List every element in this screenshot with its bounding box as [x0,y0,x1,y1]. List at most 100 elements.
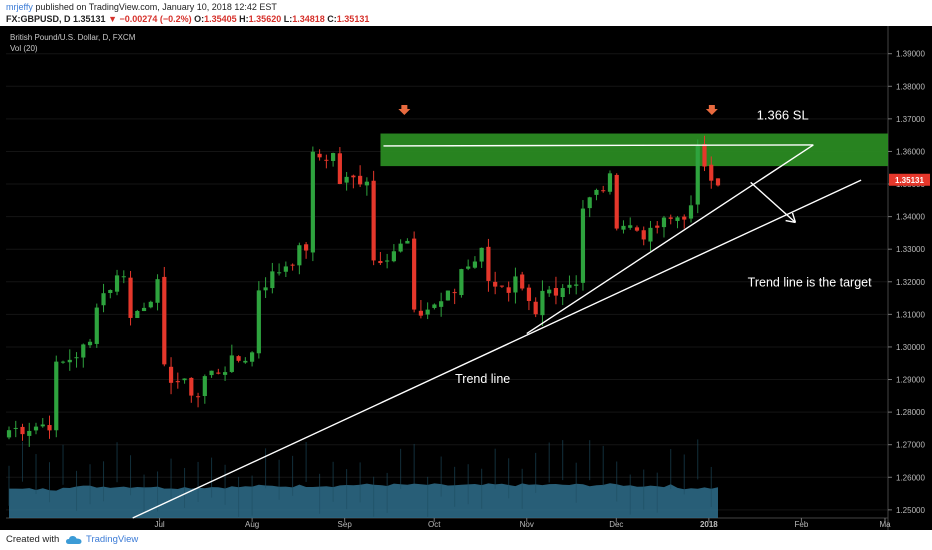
candle [418,310,423,316]
candle [304,244,309,251]
candle [229,355,234,372]
y-tick-label: 1.29000 [896,376,925,385]
candle [668,217,673,219]
volume-bar [211,457,213,498]
candle [439,301,444,307]
publish-info: mrjeffy published on TradingView.com, Ja… [6,2,277,12]
price-chart[interactable]: 1.390001.380001.370001.360001.350001.340… [0,26,932,530]
volume-bar [278,459,280,500]
arrow-head [791,212,797,223]
candle [270,271,275,289]
chart-annotation: 1.366 SL [757,108,809,123]
candle [331,153,336,161]
candle [47,425,52,431]
candle [81,344,86,358]
volume-bar [238,476,240,517]
tradingview-brand-link[interactable]: TradingView [86,534,139,545]
volume-bar [386,472,388,513]
volume-bar [8,465,10,506]
candle [148,301,153,308]
volume-bar [710,466,712,507]
candle [6,430,12,438]
candle [607,173,613,192]
arrow-head [785,219,796,224]
x-tick-label: Sep [338,520,353,529]
candle [520,274,525,289]
candle [33,426,39,431]
volume-bar [184,467,186,508]
volume-bar [616,461,618,502]
volume-bar [305,441,307,482]
open-value: 1.35405 [204,14,237,24]
volume-bar [143,474,145,515]
y-tick-label: 1.26000 [896,473,925,482]
y-tick-label: 1.32000 [896,278,925,287]
volume-bar [670,449,672,490]
candle [168,366,174,383]
y-tick-label: 1.37000 [896,115,925,124]
candle [412,238,417,310]
candle [493,281,498,287]
candle [378,260,383,264]
volume-bar [575,462,577,503]
x-tick-label: Oct [428,520,441,529]
volume-bar [427,476,429,517]
stop-loss-zone [380,133,888,167]
candle [405,240,410,244]
last-price-label: 1.35131 [895,176,924,185]
candle [547,289,552,294]
volume-bar [373,476,375,517]
candle [661,217,667,228]
candle [364,181,369,186]
candle [87,341,93,346]
candle [236,356,241,361]
candle [344,176,349,183]
candle [466,266,471,269]
volume-area [9,483,718,518]
candle [182,378,187,381]
candle [580,208,586,283]
candle [587,197,592,209]
open-label: O: [194,14,205,24]
candle [263,287,268,291]
candle [472,261,478,268]
volume-bar [89,464,91,505]
volume-bar [683,454,685,495]
candle [398,243,403,252]
candle [709,164,714,181]
candle [452,292,457,294]
candle [128,277,133,318]
volume-bar [292,455,294,496]
candle [209,370,214,376]
chart-area[interactable]: 1.390001.380001.370001.360001.350001.340… [0,26,932,530]
last-price-tag [889,173,930,186]
y-tick-label: 1.38000 [896,82,925,91]
candle [189,377,194,396]
candle [621,225,626,230]
candle [13,427,18,429]
trend-line [383,144,814,147]
candle [614,174,619,229]
symbol-quote: FX:GBPUSD, D 1.35131 ▼ −0.00274 (−0.2%) … [6,14,369,24]
candle [567,284,572,288]
volume-bar [521,468,523,509]
candle [114,275,120,292]
price-axis[interactable] [888,26,932,530]
candle [601,190,606,192]
created-with-text: Created with [6,534,60,545]
candle [101,293,106,306]
candle [432,304,437,308]
author-link[interactable]: mrjeffy [6,2,33,12]
candle [459,269,464,296]
volume-bar [22,441,24,482]
volume-bar [265,448,267,489]
candle [195,396,201,398]
high-label: H: [239,14,249,24]
y-tick-label: 1.33000 [896,245,925,254]
candle [675,217,680,221]
chart-annotation: Trend line [455,372,510,386]
volume-bar [440,456,442,497]
candle [297,245,302,266]
candle [141,307,147,312]
candle [499,285,505,287]
